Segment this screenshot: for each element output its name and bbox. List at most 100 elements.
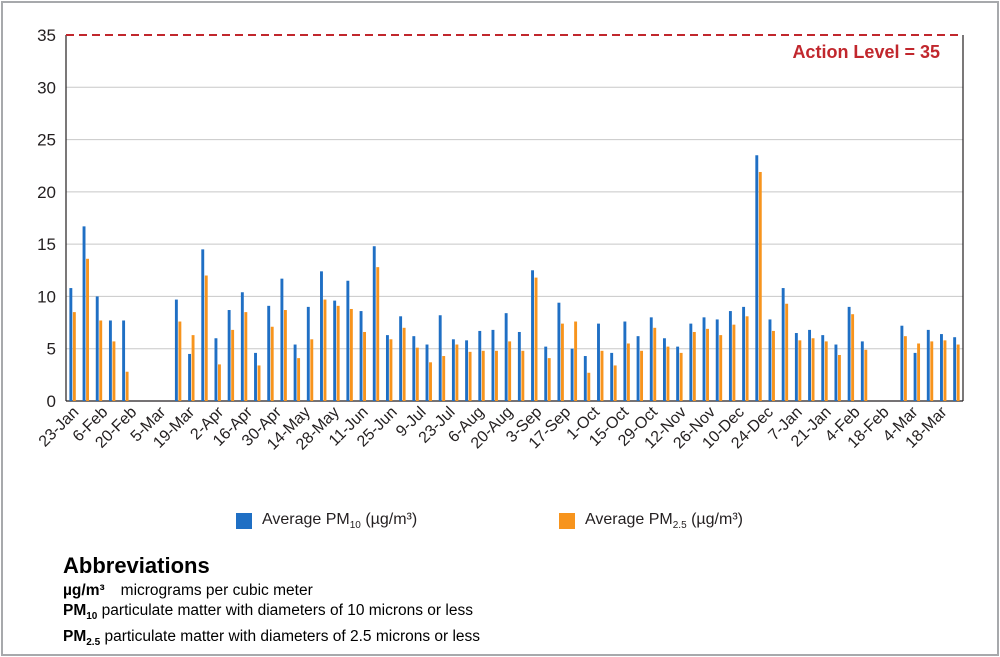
pm10-bar [913,352,917,401]
pm10-bar [451,339,455,401]
legend-pm10: Average PM10 (µg/m³) [236,511,417,531]
pm25-bar [231,329,235,401]
pm10-bar [517,331,521,401]
pm25-bar [402,327,406,401]
pm10-bar [597,323,600,401]
pm10-bar [108,320,112,401]
pm25-bar [732,324,736,401]
pm25-bar [244,312,248,401]
pm25-bar [442,356,446,401]
pm25-bar [547,358,551,401]
pm25-bar [903,336,907,401]
pm10-bar [821,335,825,401]
pm10-bar [491,329,495,401]
pm25-bar [72,312,76,401]
pm25-bar [363,331,367,401]
pm10-bar [385,335,389,401]
pm25-bar [772,330,775,401]
y-tick-label: 25 [37,131,56,150]
pm25-bar [653,327,657,401]
pm25-bar [692,331,696,401]
pm10-bar [306,306,310,401]
pm10-bar [926,329,930,401]
pm10-bar [293,344,297,401]
pm10-bar [478,330,482,401]
pm10-bar [636,336,640,401]
pm25-bar [745,316,749,401]
pm25-bar [323,299,327,401]
pm10-bar [188,353,192,401]
pm10-bar [280,278,284,401]
pm25-bar [785,303,789,401]
pm25-bar [600,350,604,401]
pm25-bar [824,341,828,401]
pm10-bar [940,334,943,401]
pm25-bar [798,340,802,401]
pm25-bar [99,320,103,401]
legend-label-pm25: Average PM2.5 (µg/m³) [585,511,743,532]
pm10-bar [425,344,429,401]
pm25-bar [86,258,89,401]
y-tick-label: 20 [37,183,56,202]
pm10-bar [794,333,798,401]
pm10-bar [689,323,693,401]
abbreviations-title: Abbreviations [63,553,210,578]
pm10-bar [755,155,759,401]
abbreviation-ugm3: µg/m³ micrograms per cubic meter [63,582,313,599]
pm10-bar [214,338,218,401]
pm25-bar [626,343,630,401]
pm25-bar [956,344,960,401]
pm10-bar [174,299,178,401]
pm10-bar [570,348,574,401]
pm10-bar [610,352,614,401]
pm25-bar [217,364,221,401]
legend-label-pm10: Average PM10 (µg/m³) [262,511,418,532]
pm10-bar [201,249,205,401]
pm25-bar [481,350,485,401]
pm25-bar [112,341,116,401]
y-tick-label: 15 [37,235,56,254]
pm10-bar [412,336,416,401]
pm10-bar [649,317,653,401]
pm25-bar [455,344,459,401]
pm25-bar [283,310,287,401]
pm10-bar [662,338,666,401]
pm10-bar [860,341,864,401]
pm10-bar [240,292,244,401]
pm10-bar [69,288,73,401]
pm25-bar [640,350,644,401]
pm10-bar [504,313,508,401]
y-tick-label: 35 [37,26,56,45]
pm10-bar [465,340,469,401]
pm25-bar [349,308,353,401]
pm10-bar [742,306,746,401]
pm25-bar [930,341,934,401]
pm10-bar [900,325,904,401]
pm10-bar [953,337,957,401]
pm10-bar [544,346,548,401]
pm25-bar [178,321,182,401]
pm10-bar [227,310,231,401]
pm25-bar [191,335,195,401]
pm10-bar [557,302,561,401]
pm10-bar [676,346,680,401]
pm25-bar [679,352,683,401]
pm10-bar [847,306,851,401]
pm25-bar [376,267,380,401]
pm10-bar [333,300,337,401]
pm25-bar [297,358,301,401]
pm25-bar [534,277,538,401]
legend-pm25: Average PM2.5 (µg/m³) [559,511,743,531]
pm25-bar [257,365,261,401]
pm25-bar [495,350,498,401]
pm25-bar [415,347,419,401]
pm25-bar [574,321,578,401]
pm10-bar [320,271,323,401]
pm10-bar [808,329,812,401]
pm10-bar [254,352,257,401]
pm25-bar [125,371,129,401]
pm25-bar [811,338,815,401]
pm25-bar [389,339,393,401]
